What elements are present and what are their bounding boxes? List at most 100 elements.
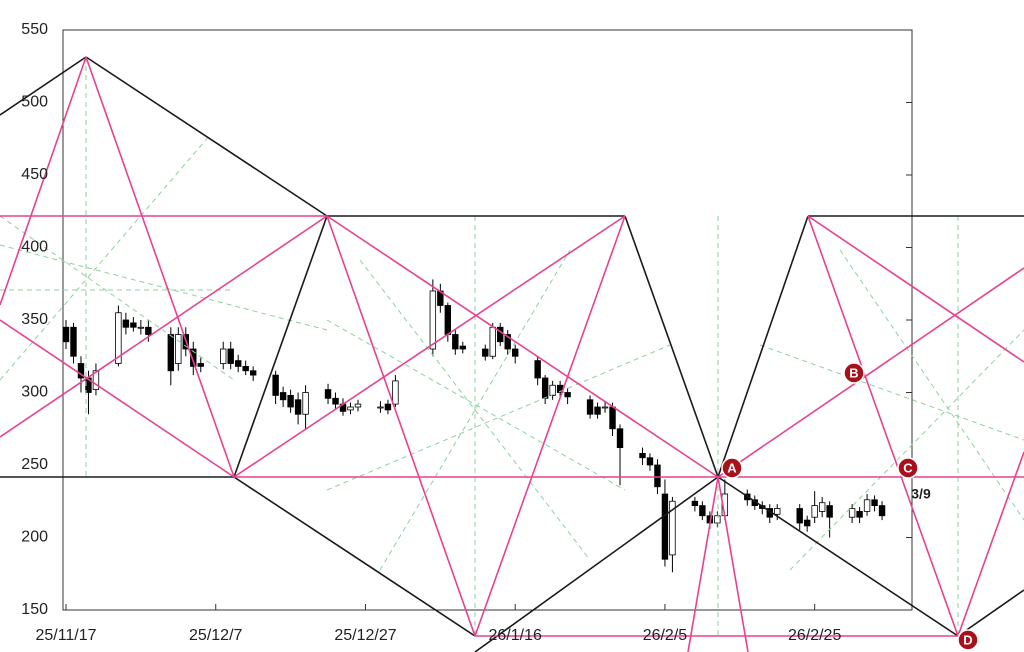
candle-body <box>497 326 504 343</box>
candle-body <box>347 406 354 411</box>
gann-line <box>326 215 476 637</box>
candle-body <box>586 399 594 415</box>
y-tick-label: 400 <box>21 239 48 256</box>
x-tick-label: 25/12/7 <box>189 627 242 644</box>
candle-body <box>504 334 511 350</box>
candle-body <box>392 380 399 405</box>
gann-line <box>687 476 719 652</box>
candle-body <box>70 326 77 357</box>
markers: A B C D 3/9 <box>721 362 979 651</box>
candle-body <box>227 348 234 364</box>
candle-body <box>691 500 699 506</box>
candle-body <box>871 499 878 506</box>
guide-line <box>0 215 235 381</box>
candle-body <box>661 493 669 560</box>
candle-body <box>803 519 811 527</box>
candle-body <box>699 505 706 517</box>
y-tick-label: 300 <box>21 384 48 401</box>
gann-line <box>233 215 328 478</box>
candle-body <box>137 326 145 329</box>
candle-body <box>249 370 257 376</box>
candle-body <box>512 348 519 357</box>
candle-body <box>594 406 601 415</box>
candle-body <box>324 389 332 399</box>
candle-body <box>452 334 459 350</box>
candle-body <box>354 403 362 408</box>
candle-body <box>294 399 302 415</box>
candle-body <box>77 363 85 379</box>
candle-body <box>616 428 624 449</box>
y-tick-label: 150 <box>21 601 48 618</box>
guide-line <box>789 329 1024 571</box>
candle-body <box>856 510 863 518</box>
candle-body <box>482 348 489 357</box>
candle-body <box>549 384 556 396</box>
x-tick-label: 26/2/5 <box>643 627 688 644</box>
candle-body <box>130 322 137 328</box>
marker-circle <box>843 362 865 384</box>
candle-body <box>541 377 549 399</box>
marker-circle <box>897 457 919 479</box>
guide-line <box>359 259 591 561</box>
y-tick-label: 350 <box>21 311 48 328</box>
marker-label: A <box>727 460 737 475</box>
candle-body <box>489 326 496 357</box>
gann-line <box>717 267 1024 478</box>
gann-line <box>474 476 719 652</box>
candle-body <box>197 363 204 367</box>
gann-line <box>233 476 476 637</box>
candle-body <box>234 360 242 367</box>
candle-body <box>444 305 452 335</box>
gann-line <box>717 476 749 652</box>
candle-body <box>646 457 654 466</box>
candle-body <box>332 397 339 405</box>
gann-line <box>0 56 87 116</box>
x-tick-label: 26/2/25 <box>788 627 841 644</box>
candle-body <box>220 348 227 364</box>
candle-body <box>145 326 152 335</box>
marker-label: D <box>963 632 972 647</box>
gann-line <box>807 215 959 637</box>
candle-body <box>796 508 803 524</box>
candle-body <box>601 406 609 409</box>
candle-body <box>122 319 130 328</box>
candle-body <box>287 394 294 408</box>
y-tick-label: 250 <box>21 456 48 473</box>
gann-line <box>957 451 1024 637</box>
y-tick-label: 200 <box>21 529 48 546</box>
candle-body <box>654 464 661 488</box>
guide-line <box>379 249 571 571</box>
guide-line <box>326 344 671 491</box>
candle-body <box>564 392 571 398</box>
candle-body <box>175 334 182 364</box>
gann-line <box>624 215 719 478</box>
marker-label: C <box>903 460 913 475</box>
gann-line <box>85 56 235 478</box>
candle-body <box>302 392 309 415</box>
candle-body <box>669 500 676 556</box>
candle-body <box>92 370 100 391</box>
candles <box>62 279 886 573</box>
gann-line <box>233 215 626 478</box>
date-annotation: 3/9 <box>911 486 931 502</box>
gann-line <box>717 476 959 637</box>
overlay-black <box>0 56 1024 652</box>
candle-body <box>115 312 122 364</box>
candle-body <box>609 406 616 430</box>
candle-body <box>429 290 437 350</box>
gann-line <box>326 215 719 478</box>
candle-body <box>167 334 175 372</box>
candle-body <box>534 360 541 379</box>
plot-frame <box>62 29 913 611</box>
gann-line <box>807 215 1024 363</box>
candle-body <box>62 326 70 343</box>
marker-label: B <box>849 365 858 380</box>
y-tick-label: 500 <box>21 94 48 111</box>
marker-circle <box>957 629 979 651</box>
guide-line <box>326 319 626 491</box>
y-tick-label: 550 <box>21 21 48 38</box>
candle-body <box>863 499 871 512</box>
gann-line <box>85 56 328 217</box>
gann-line <box>717 215 809 478</box>
x-tick-label: 26/1/16 <box>489 627 542 644</box>
